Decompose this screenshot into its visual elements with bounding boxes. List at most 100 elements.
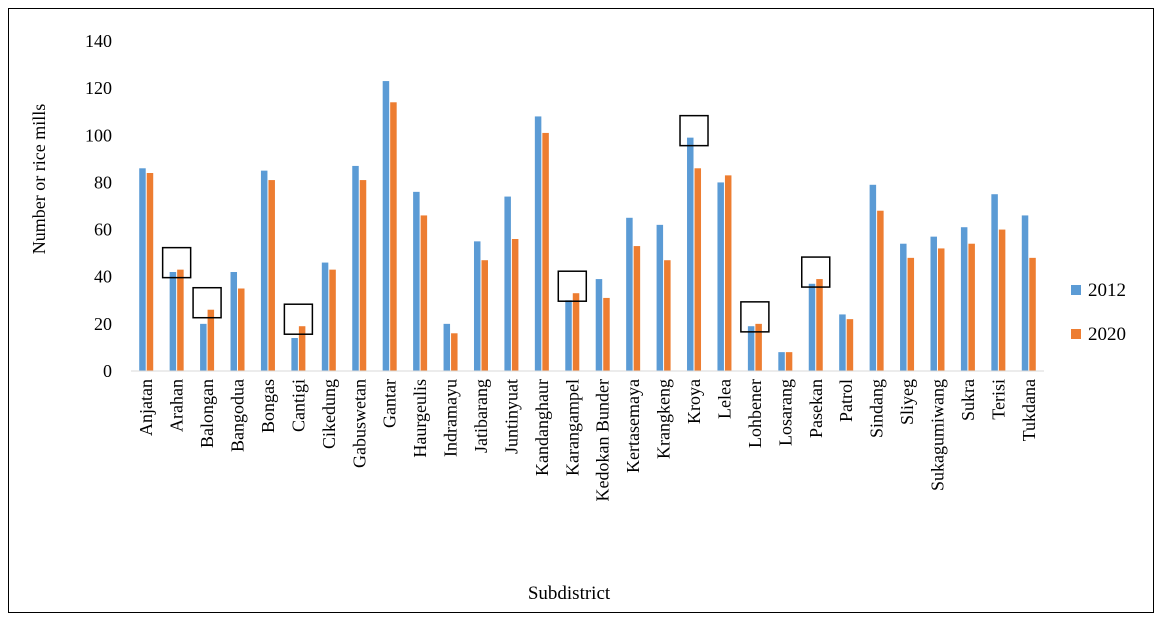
bar-2012-sukra <box>960 227 968 371</box>
bar-2020-kertasemaya <box>633 246 641 371</box>
bar-2012-cantigi <box>291 338 298 371</box>
bar-2012-sukagumiwang <box>930 236 937 371</box>
x-tick-label: Gantar <box>380 379 400 428</box>
bar-2020-lelea <box>724 175 732 371</box>
x-tick-label: Losarang <box>775 379 795 446</box>
bar-2020-sukra <box>968 243 975 371</box>
bar-2020-kroya <box>694 168 702 371</box>
highlight-box <box>161 246 192 279</box>
x-tick-label: Lelea <box>714 379 734 419</box>
y-tick-label: 100 <box>85 125 112 145</box>
bar-2012-gantar <box>382 81 390 372</box>
bar-2020-anjatan <box>146 173 154 371</box>
x-tick-label: Sukra <box>958 379 978 421</box>
bar-2012-patrol <box>839 314 846 371</box>
y-tick-label: 20 <box>94 314 112 334</box>
highlight-boxes <box>161 114 831 335</box>
x-tick-label: Terisi <box>988 379 1008 420</box>
bar-2012-haurgeulis <box>413 191 420 371</box>
x-tick-label: Juntinyuat <box>501 379 521 454</box>
chart-frame: 0 20 40 60 80 100 120 140 Anjatan Arahan Balongan… <box>8 8 1154 613</box>
x-tick-label: Kedokan Bunder <box>593 379 613 501</box>
x-tick-label: Kertasemaya <box>623 379 643 473</box>
x-tick-label: Haurgeulis <box>410 379 430 458</box>
y-tick-label: 40 <box>94 267 112 287</box>
bar-2020-cantigi <box>298 326 306 371</box>
y-tick-label: 80 <box>94 172 112 192</box>
bar-2012-kedokan-bunder <box>595 279 603 371</box>
bar-2012-losarang <box>778 352 785 371</box>
bar-2012-bangodua <box>230 272 238 371</box>
x-tick-label: Jatibarang <box>471 379 491 453</box>
x-tick-label: Indramayu <box>441 379 461 457</box>
bar-2012-gabuswetan <box>352 165 359 371</box>
bar-2012-juntinyuat <box>504 196 511 371</box>
x-axis: Anjatan Arahan Balongan Bangodua Bongas Canti… <box>131 370 1044 501</box>
legend-swatch <box>1071 285 1081 295</box>
bar-2020-kandanghaur <box>542 132 549 371</box>
bar-2020-haurgeulis <box>420 215 428 371</box>
legend-swatch <box>1071 329 1081 339</box>
bar-2012-pasekan <box>808 283 816 371</box>
highlight-box <box>740 301 770 333</box>
x-tick-label: Lohbener <box>745 379 765 448</box>
bar-2012-anjatan <box>139 168 146 371</box>
bars <box>139 81 1036 372</box>
bar-2020-pasekan <box>816 279 823 371</box>
bar-2020-juntinyuat <box>511 239 519 371</box>
bar-2020-kedokan-bunder <box>603 297 610 371</box>
legend-label: 2020 <box>1088 324 1126 345</box>
x-tick-label: Tukdana <box>1019 379 1039 441</box>
highlight-box <box>557 270 588 302</box>
bar-2020-indramayu <box>451 333 458 371</box>
legend-label: 2012 <box>1088 280 1126 301</box>
bar-2020-balongan <box>207 309 215 371</box>
bar-2012-bongas <box>260 170 268 371</box>
x-tick-label: Patrol <box>836 379 856 422</box>
x-tick-label: Cikedung <box>319 379 339 449</box>
bar-2012-balongan <box>200 323 207 371</box>
bar-2020-arahan <box>177 269 184 371</box>
y-axis-title: Number or rice mills <box>29 104 49 254</box>
x-tick-label: Krangkeng <box>654 379 674 459</box>
highlight-box <box>192 286 222 319</box>
bar-2012-jatibarang <box>473 241 481 371</box>
x-tick-label: Sukagumiwang <box>927 379 947 491</box>
x-tick-label: Sliyeg <box>897 379 917 425</box>
bar-2020-sliyeg <box>907 257 915 371</box>
bar-2020-losarang <box>785 352 793 371</box>
bar-2020-bongas <box>268 180 275 371</box>
x-tick-label: Kandanghaur <box>532 379 552 476</box>
x-tick-label: Balongan <box>197 379 217 448</box>
y-tick-label: 120 <box>85 78 112 98</box>
y-tick-label: 60 <box>94 220 112 240</box>
bar-2020-sindang <box>877 210 884 371</box>
bar-2020-sukagumiwang <box>937 248 945 371</box>
bar-2020-jatibarang <box>481 260 488 371</box>
y-tick-label: 140 <box>85 31 112 51</box>
bar-2020-bangodua <box>238 288 245 371</box>
y-axis: 0 20 40 60 80 100 120 140 <box>85 31 112 381</box>
x-tick-label: Anjatan <box>136 379 156 436</box>
x-axis-title: Subdistrict <box>528 583 611 604</box>
bar-2020-gantar <box>390 102 397 372</box>
bar-chart: 0 20 40 60 80 100 120 140 Anjatan Arahan Balongan… <box>29 31 1126 604</box>
bar-2012-arahan <box>169 272 177 371</box>
bar-2012-cikedung <box>321 262 329 371</box>
bar-2020-lohbener <box>755 323 762 371</box>
bar-2012-tukdana <box>1021 215 1029 371</box>
x-tick-label: Gabuswetan <box>349 379 369 468</box>
x-tick-label: Kroya <box>684 379 704 424</box>
bar-2020-patrol <box>846 319 854 371</box>
bar-2012-lelea <box>717 182 724 371</box>
bar-2012-lohbener <box>747 326 755 371</box>
bar-2020-terisi <box>998 229 1006 371</box>
x-tick-label: Pasekan <box>806 379 826 438</box>
bar-2012-kandanghaur <box>534 116 542 371</box>
bar-2012-krangkeng <box>656 224 664 371</box>
bar-2012-terisi <box>991 194 998 371</box>
bar-2020-cikedung <box>329 269 336 371</box>
highlight-box <box>801 256 831 288</box>
bar-2020-krangkeng <box>664 260 671 371</box>
x-tick-label: Sindang <box>867 379 887 438</box>
